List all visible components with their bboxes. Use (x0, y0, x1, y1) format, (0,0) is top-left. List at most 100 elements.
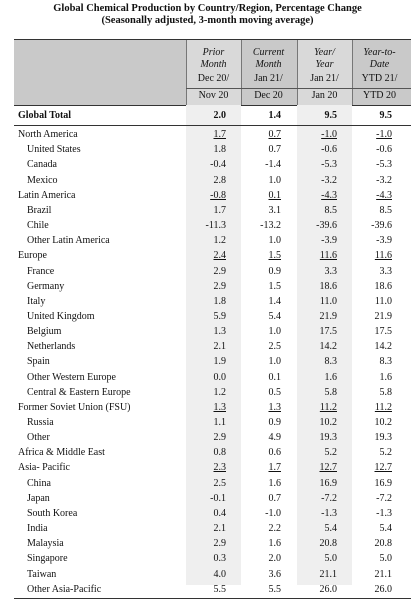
row-value: 0.8 (213, 447, 227, 459)
row-value: 5.0 (379, 553, 393, 565)
row-value: 19.3 (319, 432, 338, 444)
table-row: Global Total 2.0 1.4 9.5 9.5 (0, 108, 415, 124)
header-divider-3 (297, 39, 298, 105)
top-rule (14, 39, 411, 40)
row-value: 2.1 (213, 523, 227, 535)
row-label: Other Asia-Pacific (27, 583, 102, 595)
row-value: 4.0 (213, 568, 227, 580)
row-value: 11.2 (319, 401, 337, 413)
row-value: 1.0 (268, 326, 282, 338)
col-header-yoy-line2: Year (315, 59, 334, 70)
table-row: United Kingdom 5.9 5.4 21.9 21.9 (0, 309, 415, 325)
row-value: 1.3 (268, 401, 282, 413)
row-value: 26.0 (319, 583, 338, 595)
table-row: Other Western Europe 0.0 0.1 1.6 1.6 (0, 370, 415, 386)
row-value: 8.3 (324, 356, 338, 368)
row-value: 1.2 (213, 235, 227, 247)
row-value: 0.7 (268, 144, 282, 156)
row-value: 11.6 (374, 250, 392, 262)
row-label: Former Soviet Union (FSU) (18, 401, 131, 413)
row-value: -39.6 (316, 220, 337, 232)
row-value: 1.8 (213, 144, 227, 156)
header-divider-4 (352, 39, 353, 105)
row-value: 11.6 (319, 250, 337, 262)
table-row: China 2.5 1.6 16.9 16.9 (0, 476, 415, 492)
row-value: 8.5 (324, 204, 338, 216)
row-value: 2.5 (268, 341, 282, 353)
row-value: 21.1 (319, 568, 338, 580)
row-value: 21.1 (374, 568, 393, 580)
row-value: 14.2 (374, 341, 393, 353)
row-value: 21.9 (374, 310, 393, 322)
table-row: Central & Eastern Europe 1.2 0.5 5.8 5.8 (0, 385, 415, 401)
row-value: 0.4 (213, 507, 227, 519)
row-value: 3.3 (324, 265, 338, 277)
row-value: 1.7 (213, 204, 227, 216)
table-row: Canada -0.4 -1.4 -5.3 -5.3 (0, 157, 415, 173)
row-label: Brazil (27, 204, 52, 216)
row-value: 8.3 (379, 356, 393, 368)
row-value: -39.6 (371, 220, 392, 232)
row-value: 5.8 (324, 386, 338, 398)
row-value: 1.6 (379, 371, 393, 383)
row-label: China (27, 477, 51, 489)
row-value: 10.2 (319, 417, 338, 428)
row-label: Canada (27, 159, 57, 171)
row-value: -1.3 (321, 507, 337, 519)
row-value: 1.8 (213, 295, 227, 307)
table-row: France 2.9 0.9 3.3 3.3 (0, 264, 415, 280)
table-row: United States 1.8 0.7 -0.6 -0.6 (0, 142, 415, 158)
table-row: Mexico 2.8 1.0 -3.2 -3.2 (0, 173, 415, 189)
row-value: 5.5 (213, 583, 227, 595)
table-row: Other Asia-Pacific 5.5 5.5 26.0 26.0 (0, 582, 415, 598)
row-value: -5.3 (376, 159, 392, 171)
row-label: Chile (27, 220, 49, 232)
row-label: Other (27, 432, 50, 444)
row-value: 1.4 (268, 295, 282, 307)
row-value: 10.2 (374, 417, 393, 428)
row-label: Singapore (27, 553, 68, 565)
row-label: Other Latin America (27, 235, 110, 247)
row-value: 0.1 (268, 189, 282, 201)
row-value: -0.6 (376, 144, 392, 156)
row-label: Asia- Pacific (18, 462, 70, 474)
row-label: Spain (27, 356, 50, 368)
row-value: 1.0 (268, 356, 282, 368)
header-col-shade-3 (297, 39, 352, 105)
row-label: Taiwan (27, 568, 57, 580)
row-value: 19.3 (374, 432, 393, 444)
table-row: Other Latin America 1.2 1.0 -3.9 -3.9 (0, 233, 415, 249)
table-row: Other 2.9 4.9 19.3 19.3 (0, 430, 415, 446)
row-value: 1.4 (268, 110, 282, 121)
table-row: Latin America -0.8 0.1 -4.3 -4.3 (0, 188, 415, 204)
table-row: Russia 1.1 0.9 10.2 10.2 (0, 415, 415, 431)
row-value: 2.8 (213, 174, 227, 186)
row-value: 0.7 (268, 492, 282, 504)
row-value: -1.0 (376, 129, 392, 141)
row-value: 18.6 (319, 280, 338, 292)
row-value: 5.4 (324, 523, 338, 535)
row-label: Europe (18, 250, 47, 262)
table-row: Germany 2.9 1.5 18.6 18.6 (0, 279, 415, 295)
row-value: 26.0 (374, 583, 393, 595)
table-row: Asia- Pacific 2.3 1.7 12.7 12.7 (0, 460, 415, 476)
row-label: South Korea (27, 507, 78, 519)
row-label: Italy (27, 295, 46, 307)
row-value: -3.2 (321, 174, 337, 186)
row-value: -1.0 (321, 129, 337, 141)
row-value: 18.6 (374, 280, 393, 292)
row-value: 5.5 (268, 583, 282, 595)
row-value: 3.3 (379, 265, 393, 277)
row-value: -7.2 (376, 492, 392, 504)
row-value: 4.9 (268, 432, 282, 444)
row-label: Belgium (27, 326, 62, 338)
table-title: Global Chemical Production by Country/Re… (53, 3, 362, 14)
col-header-ytd-line1: Year-to- (363, 47, 396, 58)
row-value: 1.7 (213, 129, 227, 141)
col-header-current-line2: Month (255, 59, 282, 70)
row-value: 0.9 (268, 265, 282, 277)
row-label: Germany (27, 280, 65, 292)
row-value: 0.5 (268, 386, 282, 398)
table-row: Brazil 1.7 3.1 8.5 8.5 (0, 203, 415, 219)
row-value: 2.1 (213, 341, 227, 353)
